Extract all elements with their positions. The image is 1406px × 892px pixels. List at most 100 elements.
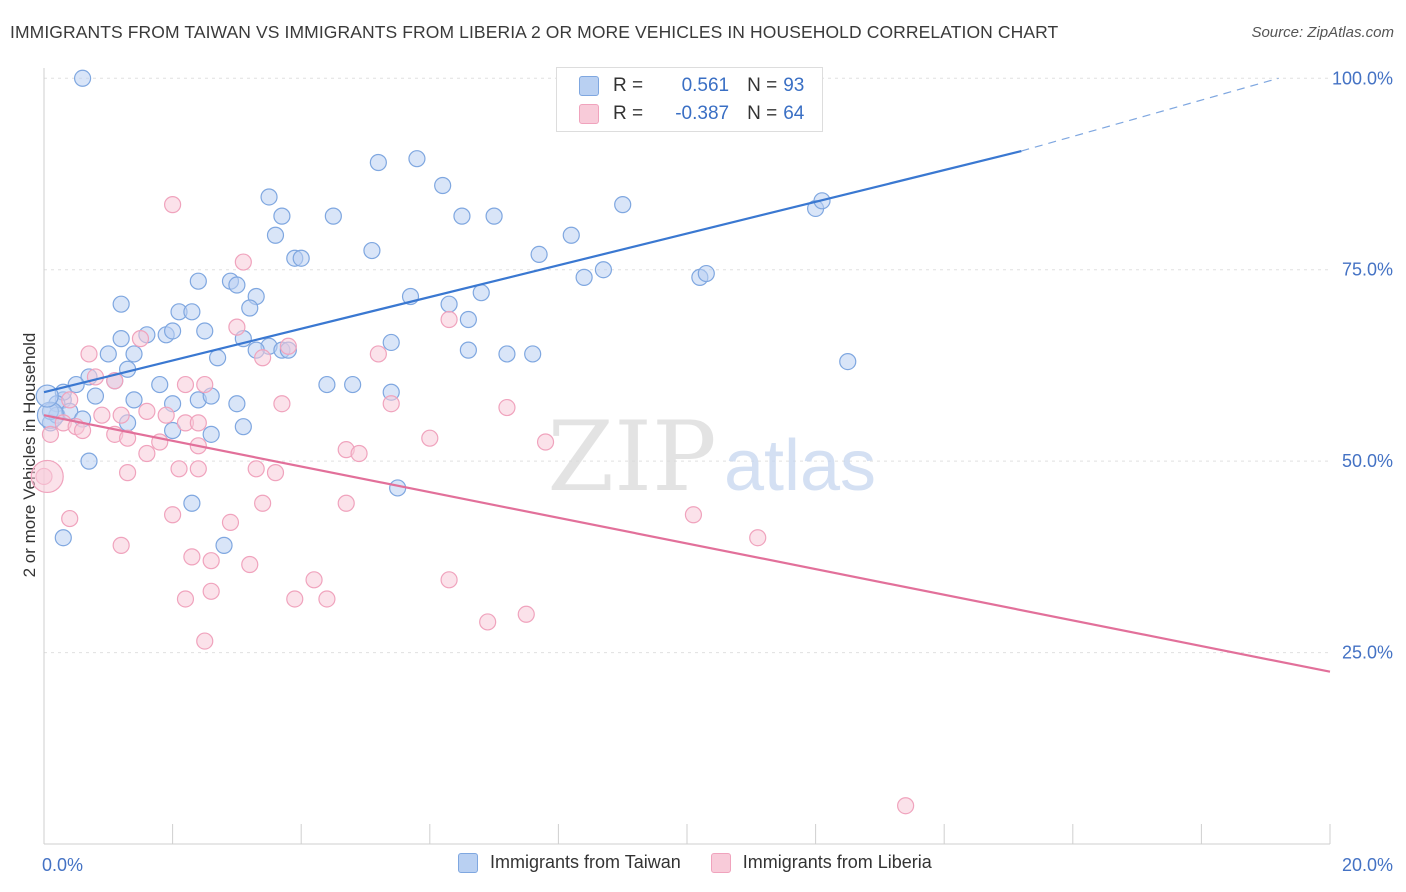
trend-line-taiwan xyxy=(43,149,1022,394)
liberia-point xyxy=(170,460,188,478)
legend-swatch-taiwan xyxy=(579,76,599,96)
trend-lines xyxy=(43,77,1331,673)
liberia-point xyxy=(157,406,175,424)
liberia-point xyxy=(350,444,368,463)
legend-r-value-taiwan: 0.561 xyxy=(681,75,730,96)
taiwan-point xyxy=(125,391,143,409)
watermark: ZIP atlas xyxy=(547,401,876,513)
taiwan-point xyxy=(266,226,285,244)
liberia-point xyxy=(266,464,285,482)
taiwan-point xyxy=(839,353,857,371)
liberia-point xyxy=(189,460,207,478)
taiwan-point xyxy=(228,276,246,294)
liberia-point xyxy=(382,395,400,413)
liberia-point xyxy=(176,375,195,394)
series-liberia-points xyxy=(30,196,915,815)
liberia-point xyxy=(440,571,458,589)
liberia-point xyxy=(498,398,516,417)
liberia-point xyxy=(337,494,355,512)
taiwan-point xyxy=(434,176,452,195)
liberia-point xyxy=(279,337,297,355)
taiwan-point xyxy=(697,264,715,283)
taiwan-point xyxy=(273,207,291,225)
liberia-point xyxy=(80,345,98,363)
y-tick-label: 75.0% xyxy=(1342,260,1393,280)
taiwan-point xyxy=(164,322,182,340)
taiwan-point xyxy=(459,341,477,359)
y-tick-label: 25.0% xyxy=(1342,643,1393,663)
liberia-point xyxy=(247,460,265,478)
taiwan-point xyxy=(112,330,130,348)
liberia-point xyxy=(86,368,105,386)
liberia-point xyxy=(369,345,387,363)
taiwan-point xyxy=(112,295,130,313)
taiwan-point xyxy=(575,268,593,286)
legend-swatch-liberia xyxy=(710,852,731,873)
taiwan-point xyxy=(164,421,182,440)
taiwan-point xyxy=(344,375,362,394)
taiwan-point xyxy=(125,345,143,363)
taiwan-point xyxy=(99,345,117,363)
liberia-point xyxy=(164,196,182,214)
taiwan-point xyxy=(318,375,336,394)
stats-legend: R = 0.561 N = 93 R = -0.387 N = 64 xyxy=(556,67,823,132)
taiwan-point xyxy=(472,284,490,302)
liberia-point xyxy=(254,349,272,367)
liberia-point xyxy=(221,513,240,532)
trend-line-taiwan-extension xyxy=(1021,77,1279,152)
liberia-point xyxy=(440,310,458,329)
taiwan-point xyxy=(453,207,471,225)
taiwan-point xyxy=(440,295,458,313)
taiwan-point xyxy=(562,226,580,244)
legend-row-liberia: R = -0.387 N = 64 xyxy=(579,100,804,128)
taiwan-point xyxy=(260,188,278,206)
watermark-zip: ZIP xyxy=(547,401,716,513)
liberia-point xyxy=(118,464,137,482)
liberia-point xyxy=(196,375,214,394)
liberia-point xyxy=(202,552,220,570)
legend-n-value-taiwan: 93 xyxy=(783,75,805,96)
taiwan-point xyxy=(54,529,72,547)
legend-r-label: R = xyxy=(613,103,644,124)
liberia-point xyxy=(536,433,555,451)
taiwan-point xyxy=(196,322,214,340)
taiwan-point xyxy=(241,299,259,317)
taiwan-point xyxy=(524,345,542,363)
liberia-point xyxy=(93,406,111,424)
liberia-point xyxy=(131,330,150,348)
liberia-point xyxy=(61,391,79,409)
taiwan-point xyxy=(209,349,227,367)
watermark-atlas: atlas xyxy=(724,426,876,506)
x-tick-label: 20.0% xyxy=(1342,855,1393,875)
liberia-point xyxy=(112,406,130,424)
liberia-point xyxy=(897,797,915,815)
liberia-point xyxy=(234,253,252,271)
liberia-point xyxy=(41,425,60,443)
legend-swatch-liberia xyxy=(579,104,599,124)
taiwan-point xyxy=(530,245,548,263)
liberia-point xyxy=(183,548,201,566)
liberia-point xyxy=(749,529,767,547)
liberia-point xyxy=(517,605,535,623)
y-tick-label: 100.0% xyxy=(1332,68,1393,88)
liberia-point xyxy=(241,555,259,574)
y-tick-label: 50.0% xyxy=(1342,451,1393,471)
legend-r-label: R = xyxy=(613,75,644,96)
taiwan-point xyxy=(459,310,477,329)
taiwan-point xyxy=(234,418,252,436)
taiwan-point xyxy=(382,333,400,352)
legend-n-label: N = xyxy=(747,75,778,96)
liberia-point xyxy=(479,613,497,631)
taiwan-point xyxy=(292,249,310,267)
taiwan-point xyxy=(73,69,92,87)
liberia-point xyxy=(118,429,137,447)
taiwan-point xyxy=(363,241,381,260)
legend-item-liberia: Immigrants from Liberia xyxy=(710,852,932,873)
legend-n-label: N = xyxy=(747,103,778,124)
taiwan-point xyxy=(228,395,246,413)
liberia-point xyxy=(138,444,156,463)
taiwan-point xyxy=(35,384,59,408)
taiwan-point xyxy=(86,387,105,405)
legend-r-value-liberia: -0.387 xyxy=(675,103,730,124)
